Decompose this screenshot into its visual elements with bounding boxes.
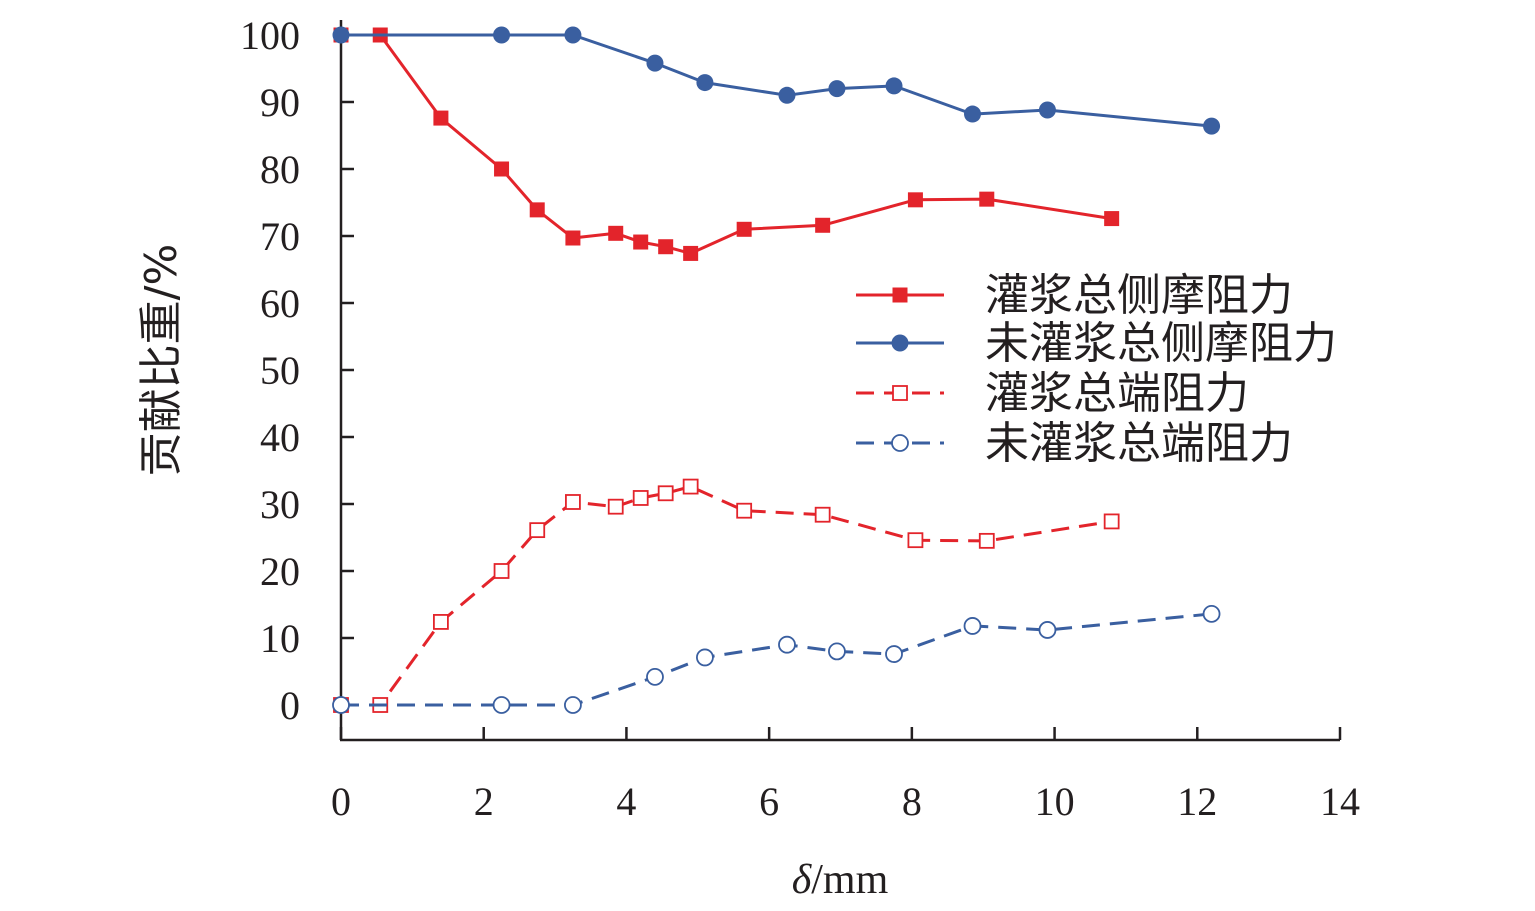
data-point xyxy=(978,532,995,549)
data-point xyxy=(565,494,581,510)
data-point xyxy=(778,635,796,654)
y-tick-label: 20 xyxy=(260,549,300,594)
legend-label: 灌浆总侧摩阻力 xyxy=(985,270,1293,321)
data-point xyxy=(529,202,545,218)
data-point xyxy=(683,245,699,261)
data-point xyxy=(565,230,581,246)
data-point xyxy=(633,234,649,250)
legend-item-3: 灌浆总端阻力 xyxy=(856,368,1249,419)
data-point xyxy=(632,490,649,506)
x-tick-label: 10 xyxy=(1035,779,1075,824)
x-tick-label: 14 xyxy=(1320,779,1360,824)
data-point xyxy=(332,26,350,44)
series-3 xyxy=(333,478,1120,713)
y-axis-title: 贡献比重/% xyxy=(136,244,187,477)
data-point xyxy=(1038,621,1057,639)
legend-label: 未灌浆总侧摩阻力 xyxy=(985,318,1337,369)
data-point xyxy=(979,191,995,207)
legend-label: 未灌浆总端阻力 xyxy=(985,418,1293,469)
data-point xyxy=(332,696,350,714)
data-point xyxy=(607,498,624,515)
data-point xyxy=(1203,117,1221,135)
legend-marker xyxy=(891,334,909,352)
data-point xyxy=(1038,101,1056,119)
data-point xyxy=(814,506,831,523)
data-point xyxy=(963,617,982,635)
series-4 xyxy=(332,604,1221,714)
data-point xyxy=(432,614,449,630)
legend-marker xyxy=(892,287,908,303)
series-line xyxy=(341,33,1112,255)
x-tick-label: 2 xyxy=(474,779,494,824)
series-2 xyxy=(332,26,1221,135)
y-tick-label: 0 xyxy=(280,683,300,728)
data-point xyxy=(564,696,582,714)
y-tick-label: 30 xyxy=(260,482,300,527)
data-point xyxy=(494,161,510,177)
data-point xyxy=(1103,513,1120,530)
data-point xyxy=(433,110,449,126)
data-point xyxy=(657,485,674,502)
data-point xyxy=(493,26,511,44)
series-1 xyxy=(333,27,1120,261)
data-point xyxy=(658,239,674,255)
x-tick-label: 6 xyxy=(759,779,779,824)
x-tick-label: 12 xyxy=(1177,779,1217,824)
data-point xyxy=(696,648,714,667)
legend-label: 灌浆总端阻力 xyxy=(985,368,1249,419)
data-point xyxy=(907,192,923,208)
y-tick-label: 100 xyxy=(240,13,300,58)
data-point xyxy=(815,217,831,233)
y-tick-label: 90 xyxy=(260,80,300,125)
data-point xyxy=(907,532,924,549)
x-axis-title-unit: /mm xyxy=(811,857,888,903)
series-layer xyxy=(332,26,1221,714)
legend-item-1: 灌浆总侧摩阻力 xyxy=(856,270,1293,321)
data-point xyxy=(1202,604,1221,623)
x-axis-title-symbol: δ xyxy=(792,857,813,903)
data-point xyxy=(529,522,546,539)
x-tick-label: 8 xyxy=(902,779,922,824)
y-tick-label: 60 xyxy=(260,281,300,326)
data-point xyxy=(608,225,624,241)
series-line xyxy=(341,612,1212,707)
data-point xyxy=(828,80,846,98)
data-point xyxy=(964,105,982,123)
data-point xyxy=(646,667,664,686)
data-point xyxy=(828,642,846,661)
y-tick-label: 50 xyxy=(260,348,300,393)
legend-marker xyxy=(892,385,908,401)
data-point xyxy=(885,645,903,663)
data-point xyxy=(736,502,753,519)
data-point xyxy=(778,86,796,104)
series-line xyxy=(341,33,1212,128)
data-point xyxy=(682,478,699,495)
data-point xyxy=(696,74,714,92)
legend-marker xyxy=(891,434,909,452)
data-point xyxy=(564,26,582,44)
series-line xyxy=(341,485,1112,707)
y-tick-label: 10 xyxy=(260,616,300,661)
legend-item-2: 未灌浆总侧摩阻力 xyxy=(856,318,1337,369)
data-point xyxy=(493,563,510,579)
y-tick-label: 40 xyxy=(260,415,300,460)
x-axis-title: δ/mm xyxy=(792,857,889,903)
x-tick-label: 4 xyxy=(616,779,636,824)
axes: 0 10 20 30 40 50 60 70 80 90 100 0 2 4 6 8 10 12 14 xyxy=(240,13,1360,824)
data-point xyxy=(492,696,511,714)
y-tick-label: 80 xyxy=(260,147,300,192)
y-tick-label: 70 xyxy=(260,214,300,259)
data-point xyxy=(1104,211,1120,227)
legend-item-4: 未灌浆总端阻力 xyxy=(856,418,1293,469)
data-point xyxy=(646,54,664,72)
data-point xyxy=(736,221,752,237)
data-point xyxy=(885,77,903,95)
x-tick-label: 0 xyxy=(331,779,351,824)
